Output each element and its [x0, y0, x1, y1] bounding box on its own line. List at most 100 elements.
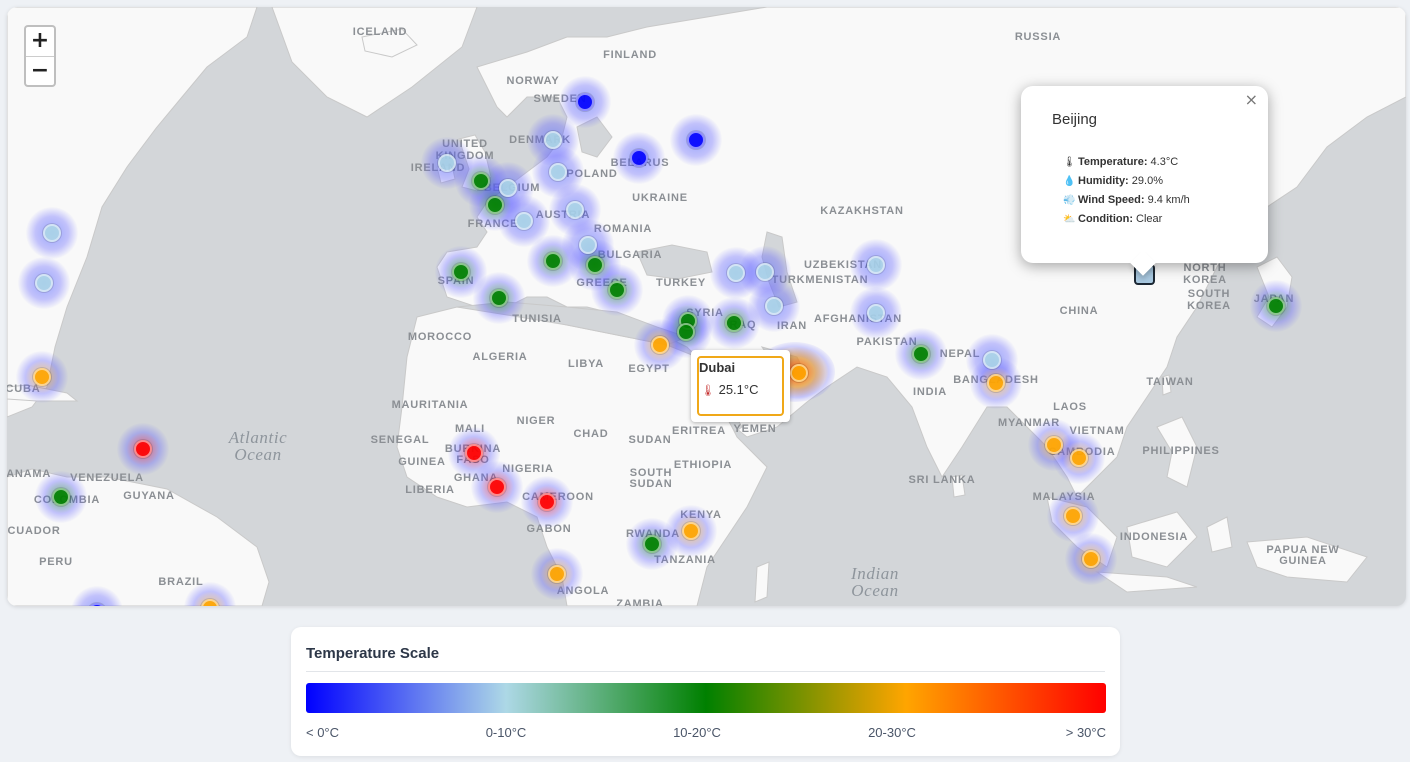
country-label: Laos [1053, 401, 1087, 413]
city-marker[interactable] [727, 264, 745, 282]
city-marker[interactable] [43, 224, 61, 242]
country-label: Gabon [526, 523, 572, 535]
legend-tick-above-30: > 30°C [1065, 725, 1106, 740]
city-marker[interactable] [608, 281, 626, 299]
ocean-label: Indian Ocean [851, 564, 899, 600]
city-marker[interactable] [579, 236, 597, 254]
city-marker[interactable] [465, 444, 483, 462]
condition-label: Condition: [1078, 213, 1133, 225]
city-marker[interactable] [576, 93, 594, 111]
city-marker[interactable] [490, 289, 508, 307]
city-marker[interactable] [912, 345, 930, 363]
city-marker[interactable] [549, 163, 567, 181]
popup-row-wind-speed: 💨 Wind Speed: 9.4 km/h [1063, 191, 1190, 210]
city-marker[interactable] [548, 565, 566, 583]
city-marker[interactable] [725, 314, 743, 332]
country-label: Niger [516, 415, 556, 427]
city-marker[interactable] [682, 522, 700, 540]
country-label: Papua New [1266, 544, 1340, 556]
country-label: Cuba [7, 383, 41, 395]
city-marker[interactable] [35, 274, 53, 292]
country-label: Brazil [158, 576, 204, 588]
country-label: Sudan [628, 434, 672, 446]
country-label: Morocco [407, 331, 473, 343]
city-marker[interactable] [687, 131, 705, 149]
thermometer-icon: 🌡 [701, 385, 715, 397]
country-label: North [1183, 262, 1227, 274]
country-label: Tanzania [654, 554, 716, 566]
city-marker[interactable] [33, 368, 51, 386]
close-icon[interactable]: × [1244, 90, 1258, 109]
city-marker[interactable] [1064, 507, 1082, 525]
city-marker[interactable] [1267, 297, 1285, 315]
country-label: Nepal [939, 348, 981, 360]
thermometer-icon: 🌡 [1063, 157, 1076, 168]
city-marker[interactable] [1082, 550, 1100, 568]
city-marker[interactable] [438, 154, 456, 172]
country-label: Yemen [733, 423, 777, 435]
popup-weather-details: 🌡 Temperature: 4.3°C 💧 Humidity: 29.0% 💨 Wi… [1063, 153, 1190, 229]
country-label: Venezuela [70, 472, 144, 484]
city-marker[interactable] [515, 212, 533, 230]
zoom-out-button[interactable]: − [26, 56, 54, 85]
city-marker[interactable] [134, 440, 152, 458]
country-label: Bulgaria [597, 249, 663, 261]
city-marker[interactable] [1070, 449, 1088, 467]
city-marker[interactable] [544, 252, 562, 270]
city-marker[interactable] [544, 131, 562, 149]
city-marker[interactable] [586, 256, 604, 274]
city-marker[interactable] [651, 336, 669, 354]
city-marker[interactable] [486, 196, 504, 214]
city-marker[interactable] [538, 493, 556, 511]
country-label: Philippines [1142, 445, 1220, 457]
country-label: Ethiopia [673, 459, 733, 471]
city-marker[interactable] [790, 364, 808, 382]
city-marker[interactable] [472, 172, 490, 190]
popup-city-name: Beijing [1052, 111, 1098, 128]
country-label: Mauritania [391, 399, 469, 411]
city-marker[interactable] [987, 374, 1005, 392]
country-label: Sri Lanka [908, 474, 976, 486]
city-marker[interactable] [452, 263, 470, 281]
city-marker[interactable] [867, 304, 885, 322]
ocean-label: Atlantic Ocean [228, 428, 288, 464]
country-label: Romania [593, 223, 653, 235]
city-marker[interactable] [756, 263, 774, 281]
city-marker[interactable] [630, 149, 648, 167]
country-label: Taiwan [1146, 376, 1194, 388]
city-marker[interactable] [488, 478, 506, 496]
legend-divider [306, 671, 1105, 672]
humidity-label: Humidity: [1078, 175, 1129, 187]
country-label: Poland [566, 168, 618, 180]
city-popup: × Beijing 🌡 Temperature: 4.3°C 💧 Humidity:… [1021, 86, 1268, 276]
tooltip-temperature: 🌡 25.1°C [701, 382, 758, 397]
country-label: Liberia [405, 484, 455, 496]
city-marker[interactable] [983, 351, 1001, 369]
country-label: China [1059, 305, 1099, 317]
city-marker[interactable] [765, 297, 783, 315]
city-marker[interactable] [566, 201, 584, 219]
condition-value: Clear [1136, 213, 1163, 225]
popup-row-temperature: 🌡 Temperature: 4.3°C [1063, 153, 1190, 172]
city-marker[interactable] [643, 535, 661, 553]
legend-tick-10-20: 10-20°C [673, 725, 721, 740]
zoom-control: + − [24, 25, 56, 87]
zoom-in-button[interactable]: + [30, 28, 50, 53]
country-label: Chad [573, 428, 609, 440]
country-label: Iceland [352, 26, 408, 38]
country-label: Senegal [370, 434, 430, 446]
country-label: Cameroon [522, 491, 594, 503]
wind-speed-value: 9.4 km/h [1147, 194, 1190, 206]
country-label: Malaysia [1032, 491, 1096, 503]
country-label: Guyana [123, 490, 175, 502]
city-marker[interactable] [499, 179, 517, 197]
city-marker[interactable] [1045, 436, 1063, 454]
city-marker[interactable] [867, 256, 885, 274]
country-label: Korea [1187, 300, 1231, 312]
popup-row-condition: ⛅ Condition: Clear [1063, 210, 1190, 229]
country-label: Indonesia [1119, 531, 1189, 543]
city-marker[interactable] [677, 323, 695, 341]
country-label: Tunisia [512, 313, 562, 325]
country-label: Vietnam [1069, 425, 1125, 437]
city-marker[interactable] [52, 488, 70, 506]
